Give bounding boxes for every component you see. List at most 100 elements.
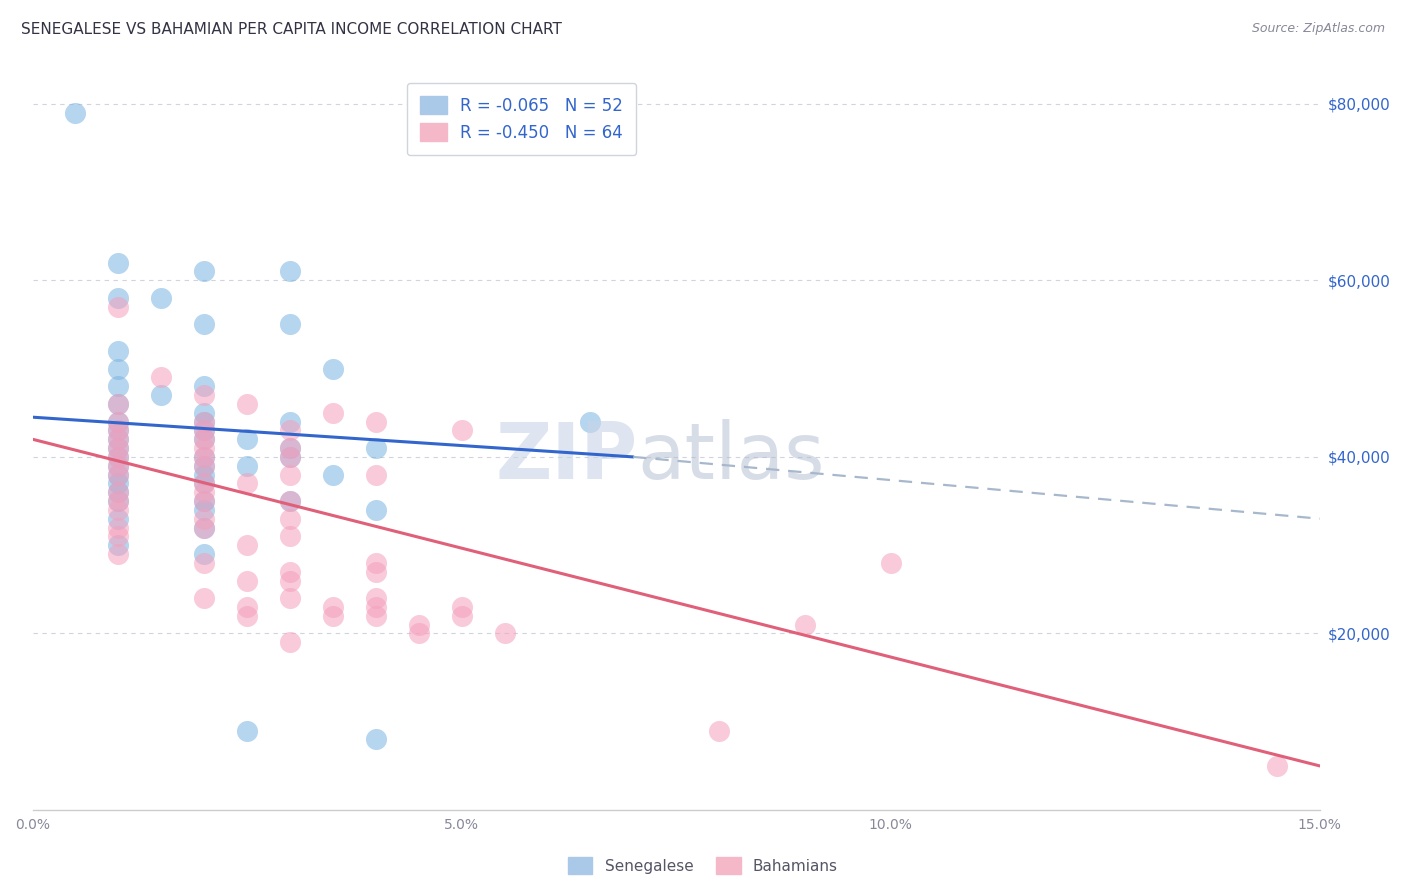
Point [193,467,215,482]
Point [150,291,173,305]
Point [107,432,129,446]
Point [278,635,301,649]
Point [193,441,215,455]
Point [364,732,387,747]
Point [107,397,129,411]
Point [236,432,259,446]
Point [364,608,387,623]
Point [408,626,430,640]
Point [236,574,259,588]
Point [193,424,215,438]
Point [450,424,472,438]
Point [278,424,301,438]
Point [107,397,129,411]
Point [193,494,215,508]
Point [193,485,215,500]
Point [107,494,129,508]
Point [450,599,472,614]
Point [236,538,259,552]
Point [193,450,215,464]
Point [107,458,129,473]
Point [193,432,215,446]
Point [193,520,215,534]
Point [107,415,129,429]
Point [107,494,129,508]
Point [107,441,129,455]
Point [193,388,215,402]
Point [494,626,516,640]
Point [364,556,387,570]
Legend: R = -0.065   N = 52, R = -0.450   N = 64: R = -0.065 N = 52, R = -0.450 N = 64 [406,83,637,155]
Point [278,318,301,332]
Point [107,547,129,561]
Point [107,512,129,526]
Point [278,450,301,464]
Text: atlas: atlas [637,419,825,495]
Point [107,529,129,543]
Point [107,432,129,446]
Point [107,520,129,534]
Point [364,503,387,517]
Point [707,723,730,738]
Point [278,512,301,526]
Point [193,264,215,278]
Point [107,361,129,376]
Point [193,458,215,473]
Point [193,547,215,561]
Point [450,608,472,623]
Point [236,599,259,614]
Text: Source: ZipAtlas.com: Source: ZipAtlas.com [1251,22,1385,36]
Point [107,424,129,438]
Point [107,450,129,464]
Point [193,415,215,429]
Point [364,599,387,614]
Point [107,415,129,429]
Point [193,503,215,517]
Point [107,343,129,358]
Point [793,617,815,632]
Point [193,406,215,420]
Point [193,476,215,491]
Text: ZIP: ZIP [495,419,637,495]
Point [278,494,301,508]
Point [322,608,344,623]
Point [107,485,129,500]
Point [107,458,129,473]
Point [278,415,301,429]
Point [107,476,129,491]
Text: SENEGALESE VS BAHAMIAN PER CAPITA INCOME CORRELATION CHART: SENEGALESE VS BAHAMIAN PER CAPITA INCOME… [21,22,562,37]
Legend: Senegalese, Bahamians: Senegalese, Bahamians [562,851,844,880]
Point [107,467,129,482]
Point [193,476,215,491]
Point [107,538,129,552]
Point [193,318,215,332]
Point [278,574,301,588]
Point [278,467,301,482]
Point [193,494,215,508]
Point [107,467,129,482]
Point [107,424,129,438]
Point [278,591,301,606]
Point [322,361,344,376]
Point [322,467,344,482]
Point [278,441,301,455]
Point [150,388,173,402]
Point [408,617,430,632]
Point [278,494,301,508]
Point [322,599,344,614]
Point [579,415,602,429]
Point [236,476,259,491]
Point [278,529,301,543]
Point [193,415,215,429]
Point [236,458,259,473]
Point [1265,759,1288,773]
Point [364,441,387,455]
Point [236,608,259,623]
Point [150,370,173,384]
Point [879,556,901,570]
Point [65,105,87,120]
Point [193,379,215,393]
Point [107,300,129,314]
Point [193,512,215,526]
Point [107,450,129,464]
